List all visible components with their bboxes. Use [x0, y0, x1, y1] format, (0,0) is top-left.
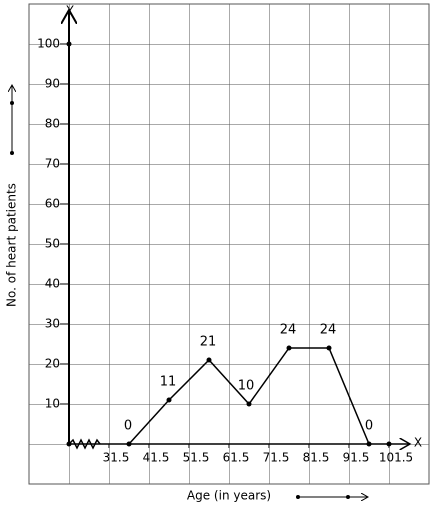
data-label: 21: [200, 335, 217, 350]
grid: [28, 3, 430, 485]
data-label: 0: [365, 419, 373, 434]
point: [246, 401, 252, 407]
y-axis-letter: Y: [65, 4, 74, 18]
dot: [346, 495, 350, 499]
x-tick-label: 101.5: [379, 451, 413, 465]
x-tick-label: 91.5: [343, 451, 370, 465]
point: [366, 441, 372, 447]
data-label: 24: [280, 323, 297, 338]
x-tick-label: 81.5: [303, 451, 330, 465]
dot: [66, 441, 72, 447]
x-tick-label: 51.5: [183, 451, 210, 465]
x-tick-label: 41.5: [143, 451, 170, 465]
y-tick-label: 50: [45, 237, 60, 251]
y-tick-label: 100: [37, 37, 60, 51]
point: [326, 345, 332, 351]
y-tick-label: 30: [45, 317, 60, 331]
data-label: 24: [320, 323, 337, 338]
data-label: 0: [124, 419, 132, 434]
point: [126, 441, 132, 447]
y-tick-label: 20: [45, 357, 60, 371]
x-axis-title: Age (in years): [187, 489, 271, 503]
y-axis-title: No. of heart patients: [5, 183, 19, 307]
axis-break: [68, 438, 101, 450]
x-tick-label: 71.5: [263, 451, 290, 465]
point: [286, 345, 292, 351]
x-axis-letter: X: [414, 436, 422, 450]
dot: [10, 101, 14, 105]
y-tick-label: 90: [45, 77, 60, 91]
y-tick-label: 70: [45, 157, 60, 171]
y-tick-label: 80: [45, 117, 60, 131]
data-label: 10: [238, 379, 255, 394]
dot: [296, 495, 300, 499]
point: [206, 357, 212, 363]
dot: [10, 151, 14, 155]
x-tick-label: 31.5: [103, 451, 130, 465]
y-tick-label: 60: [45, 197, 60, 211]
x-tick-label: 61.5: [223, 451, 250, 465]
point: [166, 397, 172, 403]
y-tick-label: 10: [45, 397, 60, 411]
y-tick-label: 40: [45, 277, 60, 291]
data-label: 11: [160, 375, 177, 390]
